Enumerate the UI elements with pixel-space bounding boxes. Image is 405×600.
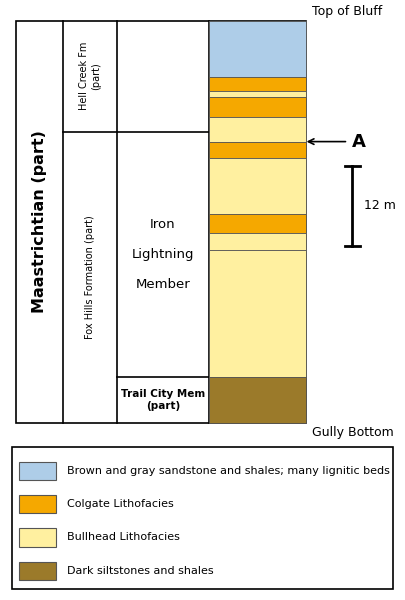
Text: Top of Bluff: Top of Bluff [312, 5, 382, 18]
Text: Gully Bottom: Gully Bottom [312, 426, 394, 439]
Text: 12 m: 12 m [364, 199, 396, 212]
Bar [209, 77, 306, 91]
Bar [209, 214, 306, 233]
Bar [209, 250, 306, 377]
Bar [19, 562, 56, 580]
Bar [16, 21, 306, 423]
Text: Trail City Mem
(part): Trail City Mem (part) [121, 389, 205, 410]
Bar [209, 158, 306, 214]
Text: A: A [352, 133, 366, 151]
Text: Iron

Lightning

Member: Iron Lightning Member [132, 218, 194, 290]
Bar [209, 21, 306, 77]
Bar [209, 233, 306, 250]
Text: Brown and gray sandstone and shales; many lignitic beds: Brown and gray sandstone and shales; man… [67, 466, 390, 476]
Text: Dark siltstones and shales: Dark siltstones and shales [67, 566, 213, 576]
Bar [209, 142, 306, 158]
Text: Colgate Lithofacies: Colgate Lithofacies [67, 499, 174, 509]
Bar [12, 447, 393, 589]
Bar [19, 495, 56, 514]
Bar [19, 461, 56, 480]
Bar [209, 97, 306, 118]
Text: Fox Hills Formation (part): Fox Hills Formation (part) [85, 215, 95, 339]
Text: Maastrichtian (part): Maastrichtian (part) [32, 131, 47, 313]
Bar [209, 377, 306, 423]
Bar [209, 91, 306, 97]
Bar [19, 528, 56, 547]
Text: Hell Creek Fm
(part): Hell Creek Fm (part) [79, 42, 101, 110]
Bar [209, 118, 306, 142]
Text: Bullhead Lithofacies: Bullhead Lithofacies [67, 532, 180, 542]
